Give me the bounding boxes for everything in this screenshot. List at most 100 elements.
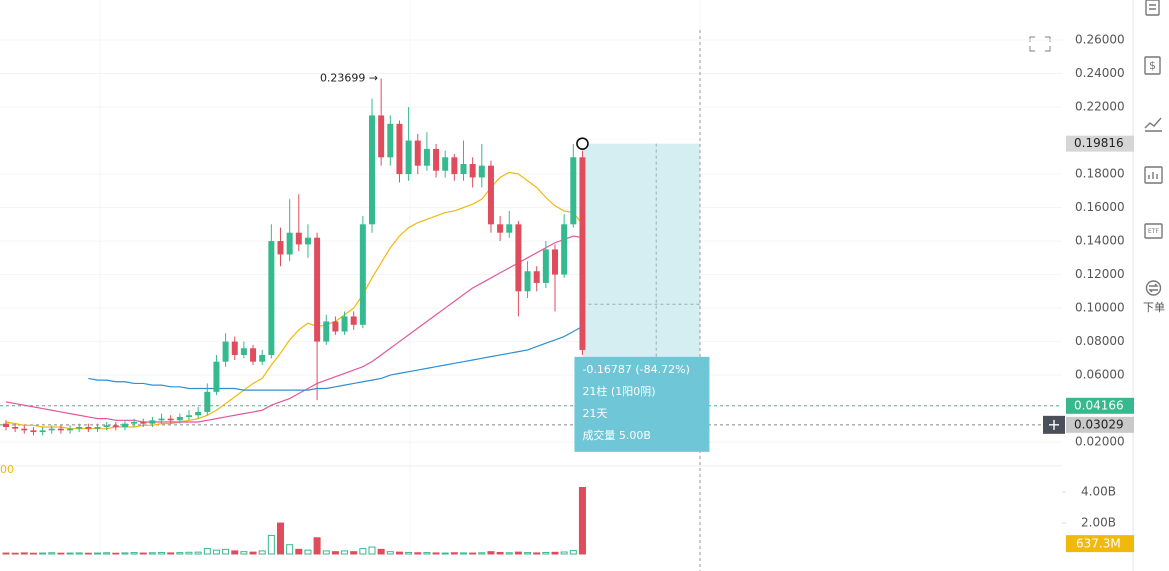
y-tick-label: 0.14000 (1075, 234, 1125, 248)
candle-body (552, 249, 558, 275)
measure-point (576, 137, 589, 150)
volume-tick-label: 2.00B (1081, 516, 1116, 530)
volume-bar (20, 552, 28, 555)
y-tick-label: 0.18000 (1075, 167, 1125, 181)
chart-icon[interactable] (1144, 166, 1163, 184)
dollar-icon[interactable]: $ (1144, 56, 1161, 75)
volume-tag-label: 637.3M (1076, 537, 1121, 551)
volume-bar (222, 548, 230, 555)
y-tick-label: 0.24000 (1075, 66, 1125, 80)
volume-bar (176, 552, 184, 555)
volume-bar (304, 549, 312, 555)
ma-line (5, 235, 583, 423)
expand-icon[interactable] (1029, 36, 1051, 52)
candle-body (103, 425, 110, 428)
candle-body (314, 237, 321, 342)
order-icon[interactable] (1145, 280, 1162, 296)
volume-bar (441, 552, 449, 555)
volume-bar (514, 551, 522, 555)
toolbar-label[interactable]: 下单 (1143, 301, 1165, 314)
price-tag-label: 0.19816 (1074, 136, 1124, 150)
candle-body (39, 430, 46, 433)
price-tag (1066, 135, 1134, 152)
volume-bar (524, 552, 532, 555)
volume-bar (460, 552, 467, 555)
volume-tick-label: 4.00B (1081, 485, 1116, 499)
candle-body (451, 157, 458, 175)
volume-bar (249, 551, 257, 555)
candle-body (195, 411, 202, 416)
candle-body (268, 241, 275, 355)
trend-icon[interactable] (1144, 117, 1162, 132)
plot: 0.26000 0.24000 0.22000 0.18000 0.16000 0.140… (0, 0, 1134, 571)
volume-bar (231, 550, 239, 555)
volume-bar (395, 551, 403, 555)
candle-body (3, 423, 9, 428)
candle-body (524, 271, 531, 292)
candle-body (240, 348, 247, 355)
volume-bar (148, 552, 156, 555)
volume-bar (432, 552, 440, 555)
y-tick-label: 0.16000 (1075, 200, 1125, 214)
volume-bar (286, 544, 294, 555)
volume-bar (212, 549, 220, 555)
candle-body (231, 341, 238, 355)
volume-bar (487, 551, 495, 555)
volume-bar (569, 550, 577, 555)
measure-text: -0.16787 (-84.72%) (582, 363, 689, 376)
candle-body (323, 321, 330, 342)
ma-line (88, 325, 583, 391)
candle-body (277, 241, 284, 255)
volume-bar (295, 548, 303, 555)
doc-icon[interactable] (1145, 0, 1160, 16)
volume-bar (331, 551, 339, 555)
y-tick-label: 0.06000 (1075, 368, 1125, 382)
candle-body (506, 224, 513, 233)
volume-bar (194, 551, 202, 555)
price-tag (1066, 397, 1134, 414)
candle-body (259, 354, 266, 362)
candle-body (204, 391, 211, 412)
measure-text: 21天 (582, 407, 607, 420)
candle-body (570, 157, 577, 225)
volume-bar (414, 552, 422, 555)
candle-body (222, 341, 229, 362)
candle-body (378, 115, 385, 158)
candle-body (304, 237, 311, 245)
volume-bar (341, 550, 349, 555)
y-tick-label: 0.26000 (1075, 33, 1125, 47)
volume-bar (560, 551, 568, 555)
volume-bar (359, 548, 367, 555)
volume-bar (368, 546, 376, 555)
candle-body (414, 140, 421, 166)
candle-body (250, 348, 257, 362)
candle-body (387, 123, 394, 158)
volume-bar (533, 552, 541, 555)
candle-body (396, 123, 403, 175)
candle-body (149, 420, 156, 424)
volume-bar (350, 551, 358, 555)
volume-bar (57, 552, 65, 555)
etf-icon[interactable]: ETF (1144, 223, 1163, 239)
volume-bar (167, 552, 175, 555)
volume-bar (478, 552, 486, 555)
candle-body (213, 361, 220, 392)
y-tick-label: 0.22000 (1075, 100, 1125, 114)
volume-bar (203, 548, 211, 555)
candle-body (433, 148, 440, 171)
volume-bar (313, 537, 321, 555)
candle-body (405, 140, 412, 175)
volume-bar (496, 551, 504, 555)
volume-bar (277, 522, 284, 555)
candle-body (30, 430, 37, 433)
candle-body (533, 271, 540, 283)
volume-bar (84, 552, 92, 555)
candle-body (94, 427, 101, 429)
candle-body (140, 421, 147, 424)
ma-line (5, 171, 583, 430)
volume-bar (2, 552, 10, 555)
volume-bar (66, 552, 74, 555)
volume-bar (240, 551, 248, 555)
volume-bar (94, 552, 101, 555)
volume-bar (121, 552, 129, 555)
